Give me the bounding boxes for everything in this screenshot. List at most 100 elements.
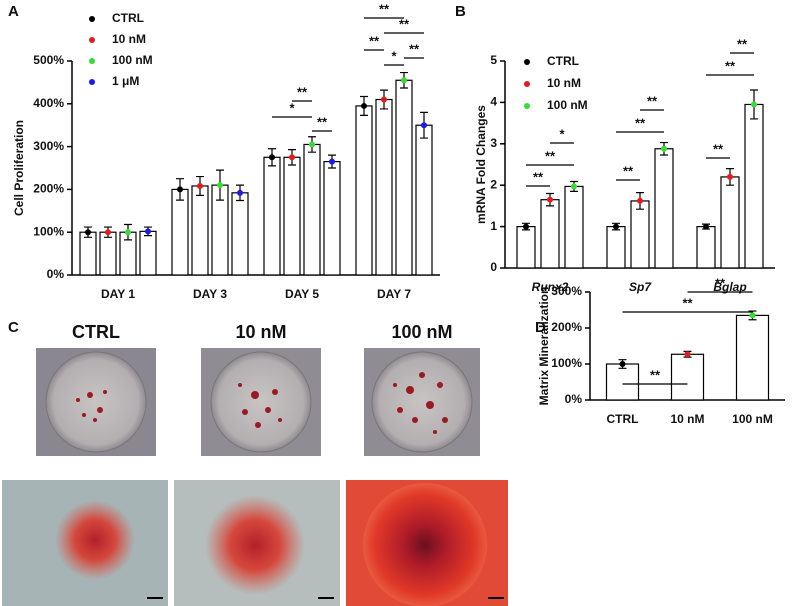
y-tick-label: 1	[490, 219, 497, 233]
y-tick-label: 0%	[565, 392, 583, 406]
data-point	[105, 229, 111, 236]
legend-marker	[89, 37, 95, 43]
y-tick-label: 100%	[551, 356, 582, 370]
data-point	[727, 173, 733, 180]
bar	[670, 353, 705, 401]
data-point	[177, 186, 183, 193]
significance-label: **	[533, 169, 544, 184]
panel-letter: D	[535, 319, 546, 336]
data-point	[329, 158, 335, 165]
nodule-stain	[55, 500, 135, 580]
y-tick-label: 300%	[33, 139, 64, 153]
data-point	[217, 182, 223, 189]
data-point	[421, 122, 427, 129]
data-point	[749, 312, 756, 319]
bar	[605, 363, 640, 401]
photo-panel: C CTRL 10 nM 100 nM	[2, 319, 508, 606]
significance-label: **	[545, 148, 556, 163]
y-tick-label: 300%	[551, 284, 582, 298]
bar	[139, 230, 157, 276]
bar	[99, 231, 117, 276]
legend-marker	[89, 79, 95, 85]
bar	[606, 226, 626, 269]
legend-label: 1 μM	[112, 74, 139, 88]
data-point	[125, 229, 131, 236]
y-axis-label: Matrix Mineralization	[537, 287, 551, 406]
legend-label: CTRL	[112, 11, 144, 25]
x-tick-label: DAY 3	[193, 287, 227, 301]
bar	[79, 231, 97, 276]
photo-label: 10 nM	[235, 322, 286, 342]
legend-marker	[524, 103, 530, 109]
data-point	[85, 229, 91, 236]
significance-label: **	[682, 295, 693, 310]
nodule-stain	[363, 483, 487, 606]
bar	[415, 124, 433, 276]
y-axis-label: mRNA Fold Changes	[474, 105, 488, 224]
legend-label: 10 nM	[112, 32, 146, 46]
legend-marker	[524, 59, 530, 65]
well	[371, 351, 473, 453]
bar	[540, 199, 560, 269]
legend-marker	[89, 16, 95, 22]
well	[210, 351, 312, 453]
bar	[231, 192, 249, 276]
bar	[283, 156, 301, 276]
bar	[516, 226, 536, 269]
x-tick-label: DAY 7	[377, 287, 411, 301]
significance-label: **	[737, 36, 748, 51]
panel-letter: C	[8, 319, 19, 336]
significance-label: **	[715, 275, 726, 290]
significance-label: **	[409, 41, 420, 56]
bar	[323, 160, 341, 276]
bar	[355, 105, 373, 276]
significance-label: *	[289, 100, 295, 115]
legend-label: 100 nM	[547, 98, 588, 112]
significance-label: **	[713, 141, 724, 156]
significance-label: **	[317, 114, 328, 129]
x-tick-label: 100 nM	[732, 412, 773, 426]
bar	[395, 79, 413, 276]
panel-letter: A	[8, 3, 19, 20]
legend-marker	[89, 58, 95, 64]
y-tick-label: 200%	[33, 182, 64, 196]
y-tick-label: 0%	[47, 267, 65, 281]
data-point	[237, 189, 243, 196]
x-tick-label: DAY 5	[285, 287, 319, 301]
photo-label: CTRL	[72, 322, 120, 342]
x-tick-label: Bglap	[713, 280, 746, 294]
y-tick-label: 200%	[551, 320, 582, 334]
data-point	[661, 145, 667, 152]
data-point	[269, 154, 275, 161]
significance-label: **	[650, 367, 661, 382]
data-point	[523, 223, 529, 230]
bar	[654, 148, 674, 269]
photo-label: 100 nM	[391, 322, 452, 342]
data-point	[684, 351, 691, 358]
y-tick-label: 2	[490, 177, 497, 191]
legend-label: 10 nM	[547, 76, 581, 90]
bar	[171, 188, 189, 276]
bar	[735, 314, 770, 401]
bar	[696, 226, 716, 269]
data-point	[309, 141, 315, 148]
significance-label: **	[635, 115, 646, 130]
bar	[564, 185, 584, 269]
data-point	[637, 197, 643, 204]
data-point	[547, 196, 553, 203]
bar	[375, 98, 393, 276]
significance-label: **	[369, 33, 380, 48]
data-point	[401, 77, 407, 84]
data-point	[381, 96, 387, 103]
significance-label: **	[297, 84, 308, 99]
nodules	[76, 372, 448, 434]
panel-letter: B	[455, 3, 466, 20]
significance-label: **	[623, 163, 634, 178]
data-point	[571, 183, 577, 190]
data-point	[289, 154, 295, 161]
well	[45, 351, 147, 453]
data-point	[703, 223, 709, 230]
y-tick-label: 5	[490, 53, 497, 67]
data-point	[751, 101, 757, 108]
